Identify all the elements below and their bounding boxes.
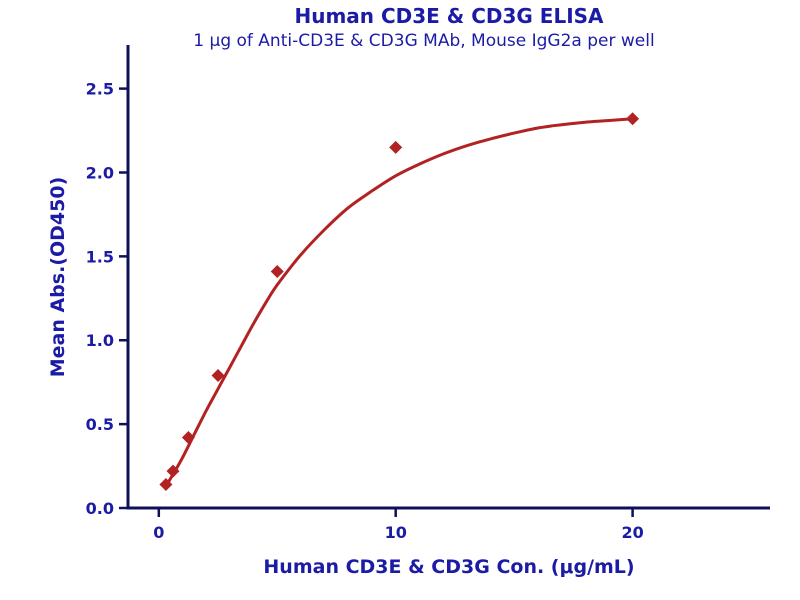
y-tick-label: 2.5 — [86, 80, 114, 99]
y-tick-label: 0.0 — [86, 499, 114, 518]
data-point — [211, 368, 225, 382]
fit-curve — [164, 117, 635, 488]
x-tick-label: 20 — [621, 523, 643, 542]
y-tick-label: 1.5 — [86, 247, 114, 266]
data-point — [181, 431, 195, 445]
y-tick-label: 1.0 — [86, 331, 114, 350]
x-tick-label: 0 — [153, 523, 164, 542]
x-axis-label: Human CD3E & CD3G Con. (μg/mL) — [263, 556, 635, 578]
data-point — [270, 264, 284, 278]
data-point — [626, 112, 640, 126]
x-tick-label: 10 — [385, 523, 407, 542]
data-point — [166, 464, 180, 478]
y-tick-label: 2.0 — [86, 163, 114, 182]
data-point — [159, 478, 173, 492]
data-point — [389, 140, 403, 154]
y-tick-label: 0.5 — [86, 415, 114, 434]
chart-title: Human CD3E & CD3G ELISA — [294, 4, 604, 28]
chart-subtitle: 1 μg of Anti-CD3E & CD3G MAb, Mouse IgG2… — [193, 31, 655, 51]
